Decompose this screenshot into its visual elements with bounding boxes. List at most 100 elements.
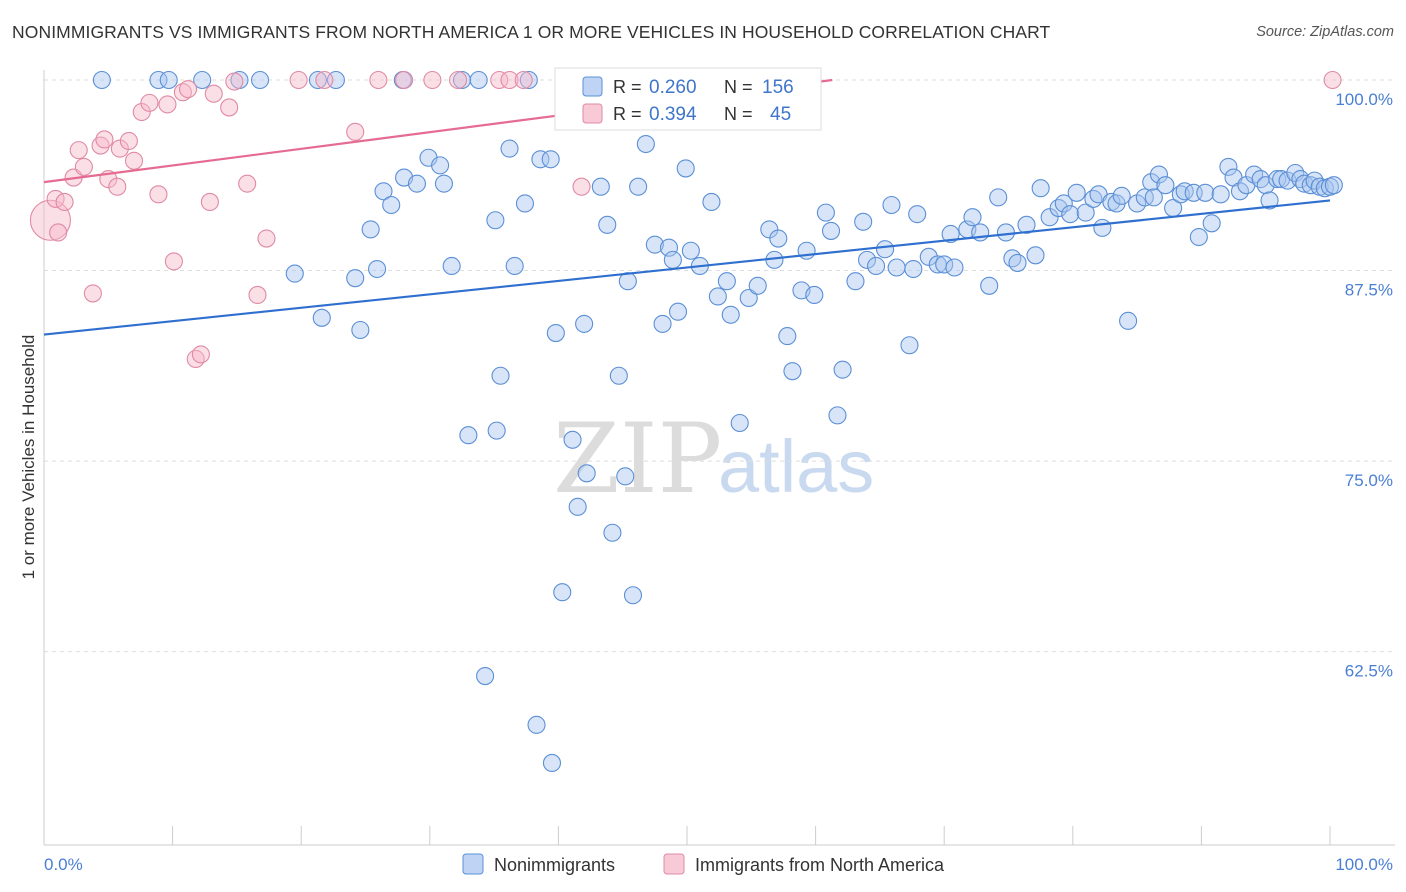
data-point-nonimmigrants	[1093, 218, 1112, 237]
data-point-immigrants	[200, 192, 219, 212]
data-point-nonimmigrants	[623, 586, 643, 605]
data-point-nonimmigrants	[577, 464, 596, 483]
data-point-immigrants	[108, 177, 127, 196]
data-point-nonimmigrants	[1031, 179, 1050, 198]
data-point-nonimmigrants	[1144, 188, 1163, 207]
data-point-immigrants	[1323, 70, 1342, 90]
data-point-nonimmigrants	[92, 70, 111, 90]
data-point-nonimmigrants	[980, 276, 999, 295]
data-point-nonimmigrants	[361, 220, 380, 239]
stats-legend-swatch-blue	[582, 76, 603, 97]
watermark-atlas: atlas	[718, 425, 874, 508]
data-point-nonimmigrants	[1324, 176, 1343, 195]
data-point-nonimmigrants	[935, 255, 954, 274]
stats-r-label-blue: R =	[613, 77, 642, 97]
data-point-nonimmigrants	[636, 134, 655, 154]
data-point-immigrants	[369, 70, 388, 90]
data-point-nonimmigrants	[459, 426, 478, 445]
data-point-nonimmigrants	[1112, 186, 1131, 205]
data-point-nonimmigrants	[816, 203, 835, 222]
data-point-nonimmigrants	[1175, 182, 1194, 201]
data-point-nonimmigrants	[989, 188, 1008, 207]
data-point-nonimmigrants	[1202, 214, 1221, 233]
data-point-nonimmigrants	[1211, 185, 1230, 204]
data-point-nonimmigrants	[963, 208, 982, 227]
x-tick-label-max: 100.0%	[1335, 855, 1393, 874]
data-point-nonimmigrants	[866, 256, 886, 276]
data-point-nonimmigrants	[730, 413, 749, 433]
data-point-nonimmigrants	[1119, 311, 1138, 330]
y-tick-label: 100.0%	[1335, 90, 1393, 109]
data-point-nonimmigrants	[1142, 173, 1161, 192]
data-point-nonimmigrants	[1156, 176, 1175, 195]
data-point-immigrants	[140, 93, 159, 112]
data-point-nonimmigrants	[721, 305, 740, 324]
data-point-immigrants	[238, 174, 257, 193]
data-point-nonimmigrants	[442, 256, 461, 276]
data-point-nonimmigrants	[591, 177, 610, 196]
data-point-nonimmigrants	[568, 497, 587, 516]
axes	[43, 70, 1395, 846]
legend-label-immigrants: Immigrants from North America	[695, 855, 945, 875]
data-point-immigrants	[248, 285, 267, 304]
data-point-nonimmigrants	[531, 150, 550, 169]
data-point-immigrants	[346, 122, 365, 141]
data-point-nonimmigrants	[805, 285, 824, 304]
data-point-nonimmigrants	[783, 362, 802, 381]
data-point-nonimmigrants	[1026, 246, 1045, 265]
legend-label-nonimmigrants: Nonimmigrants	[494, 855, 615, 875]
data-point-nonimmigrants	[1149, 165, 1169, 184]
data-point-immigrants	[158, 95, 177, 114]
data-point-nonimmigrants	[875, 240, 895, 259]
data-point-nonimmigrants	[505, 256, 524, 276]
y-tick-label: 62.5%	[1345, 662, 1393, 681]
data-point-nonimmigrants	[476, 667, 495, 686]
data-point-nonimmigrants	[616, 467, 635, 486]
data-point-nonimmigrants	[193, 70, 212, 90]
data-point-nonimmigrants	[1295, 174, 1314, 193]
legend-swatch-nonimmigrants	[462, 853, 484, 875]
data-point-nonimmigrants	[663, 250, 682, 269]
data-point-nonimmigrants	[846, 272, 865, 291]
data-point-nonimmigrants	[519, 70, 538, 90]
data-point-nonimmigrants	[769, 229, 788, 248]
stats-legend: R = 0.260 N = 156 R = 0.394 N = 45	[554, 67, 822, 131]
data-point-nonimmigrants	[368, 259, 387, 279]
data-point-nonimmigrants	[778, 327, 797, 346]
source-credit: Source: ZipAtlas.com	[1256, 24, 1394, 40]
data-point-nonimmigrants	[159, 70, 178, 90]
data-point-immigrants	[149, 185, 168, 204]
data-point-nonimmigrants	[407, 174, 426, 193]
stats-legend-swatch-pink	[582, 103, 603, 124]
data-point-nonimmigrants	[668, 302, 688, 321]
watermark: ZIP atlas	[553, 403, 874, 515]
data-point-immigrants	[55, 192, 74, 212]
y-tick-label: 87.5%	[1345, 281, 1393, 300]
data-point-nonimmigrants	[542, 753, 562, 773]
data-point-nonimmigrants	[708, 287, 727, 306]
y-tick-label: 75.0%	[1345, 471, 1393, 490]
data-point-immigrants	[132, 102, 151, 122]
data-point-nonimmigrants	[351, 320, 370, 340]
data-point-nonimmigrants	[645, 235, 664, 254]
data-point-immigrants	[289, 70, 308, 90]
data-point-nonimmigrants	[681, 241, 700, 260]
data-point-immigrants	[164, 252, 183, 271]
data-point-nonimmigrants	[346, 269, 365, 288]
data-point-nonimmigrants	[882, 195, 901, 215]
stats-n-value-blue: 156	[762, 77, 794, 98]
stats-n-value-pink: 45	[770, 104, 791, 125]
data-point-immigrants	[514, 70, 533, 90]
data-point-nonimmigrants	[717, 272, 736, 291]
stats-r-label-pink: R =	[613, 104, 642, 124]
data-point-nonimmigrants	[250, 70, 270, 90]
data-point-nonimmigrants	[469, 70, 488, 90]
data-point-nonimmigrants	[1061, 205, 1080, 224]
data-point-immigrants	[225, 72, 244, 91]
data-point-nonimmigrants	[854, 212, 873, 231]
x-tick-label-min: 0.0%	[44, 855, 83, 874]
y-axis-title: 1 or more Vehicles in Household	[19, 335, 38, 580]
stats-r-value-pink: 0.394	[649, 104, 697, 125]
watermark-zip: ZIP	[553, 403, 722, 515]
data-point-immigrants	[178, 80, 198, 99]
